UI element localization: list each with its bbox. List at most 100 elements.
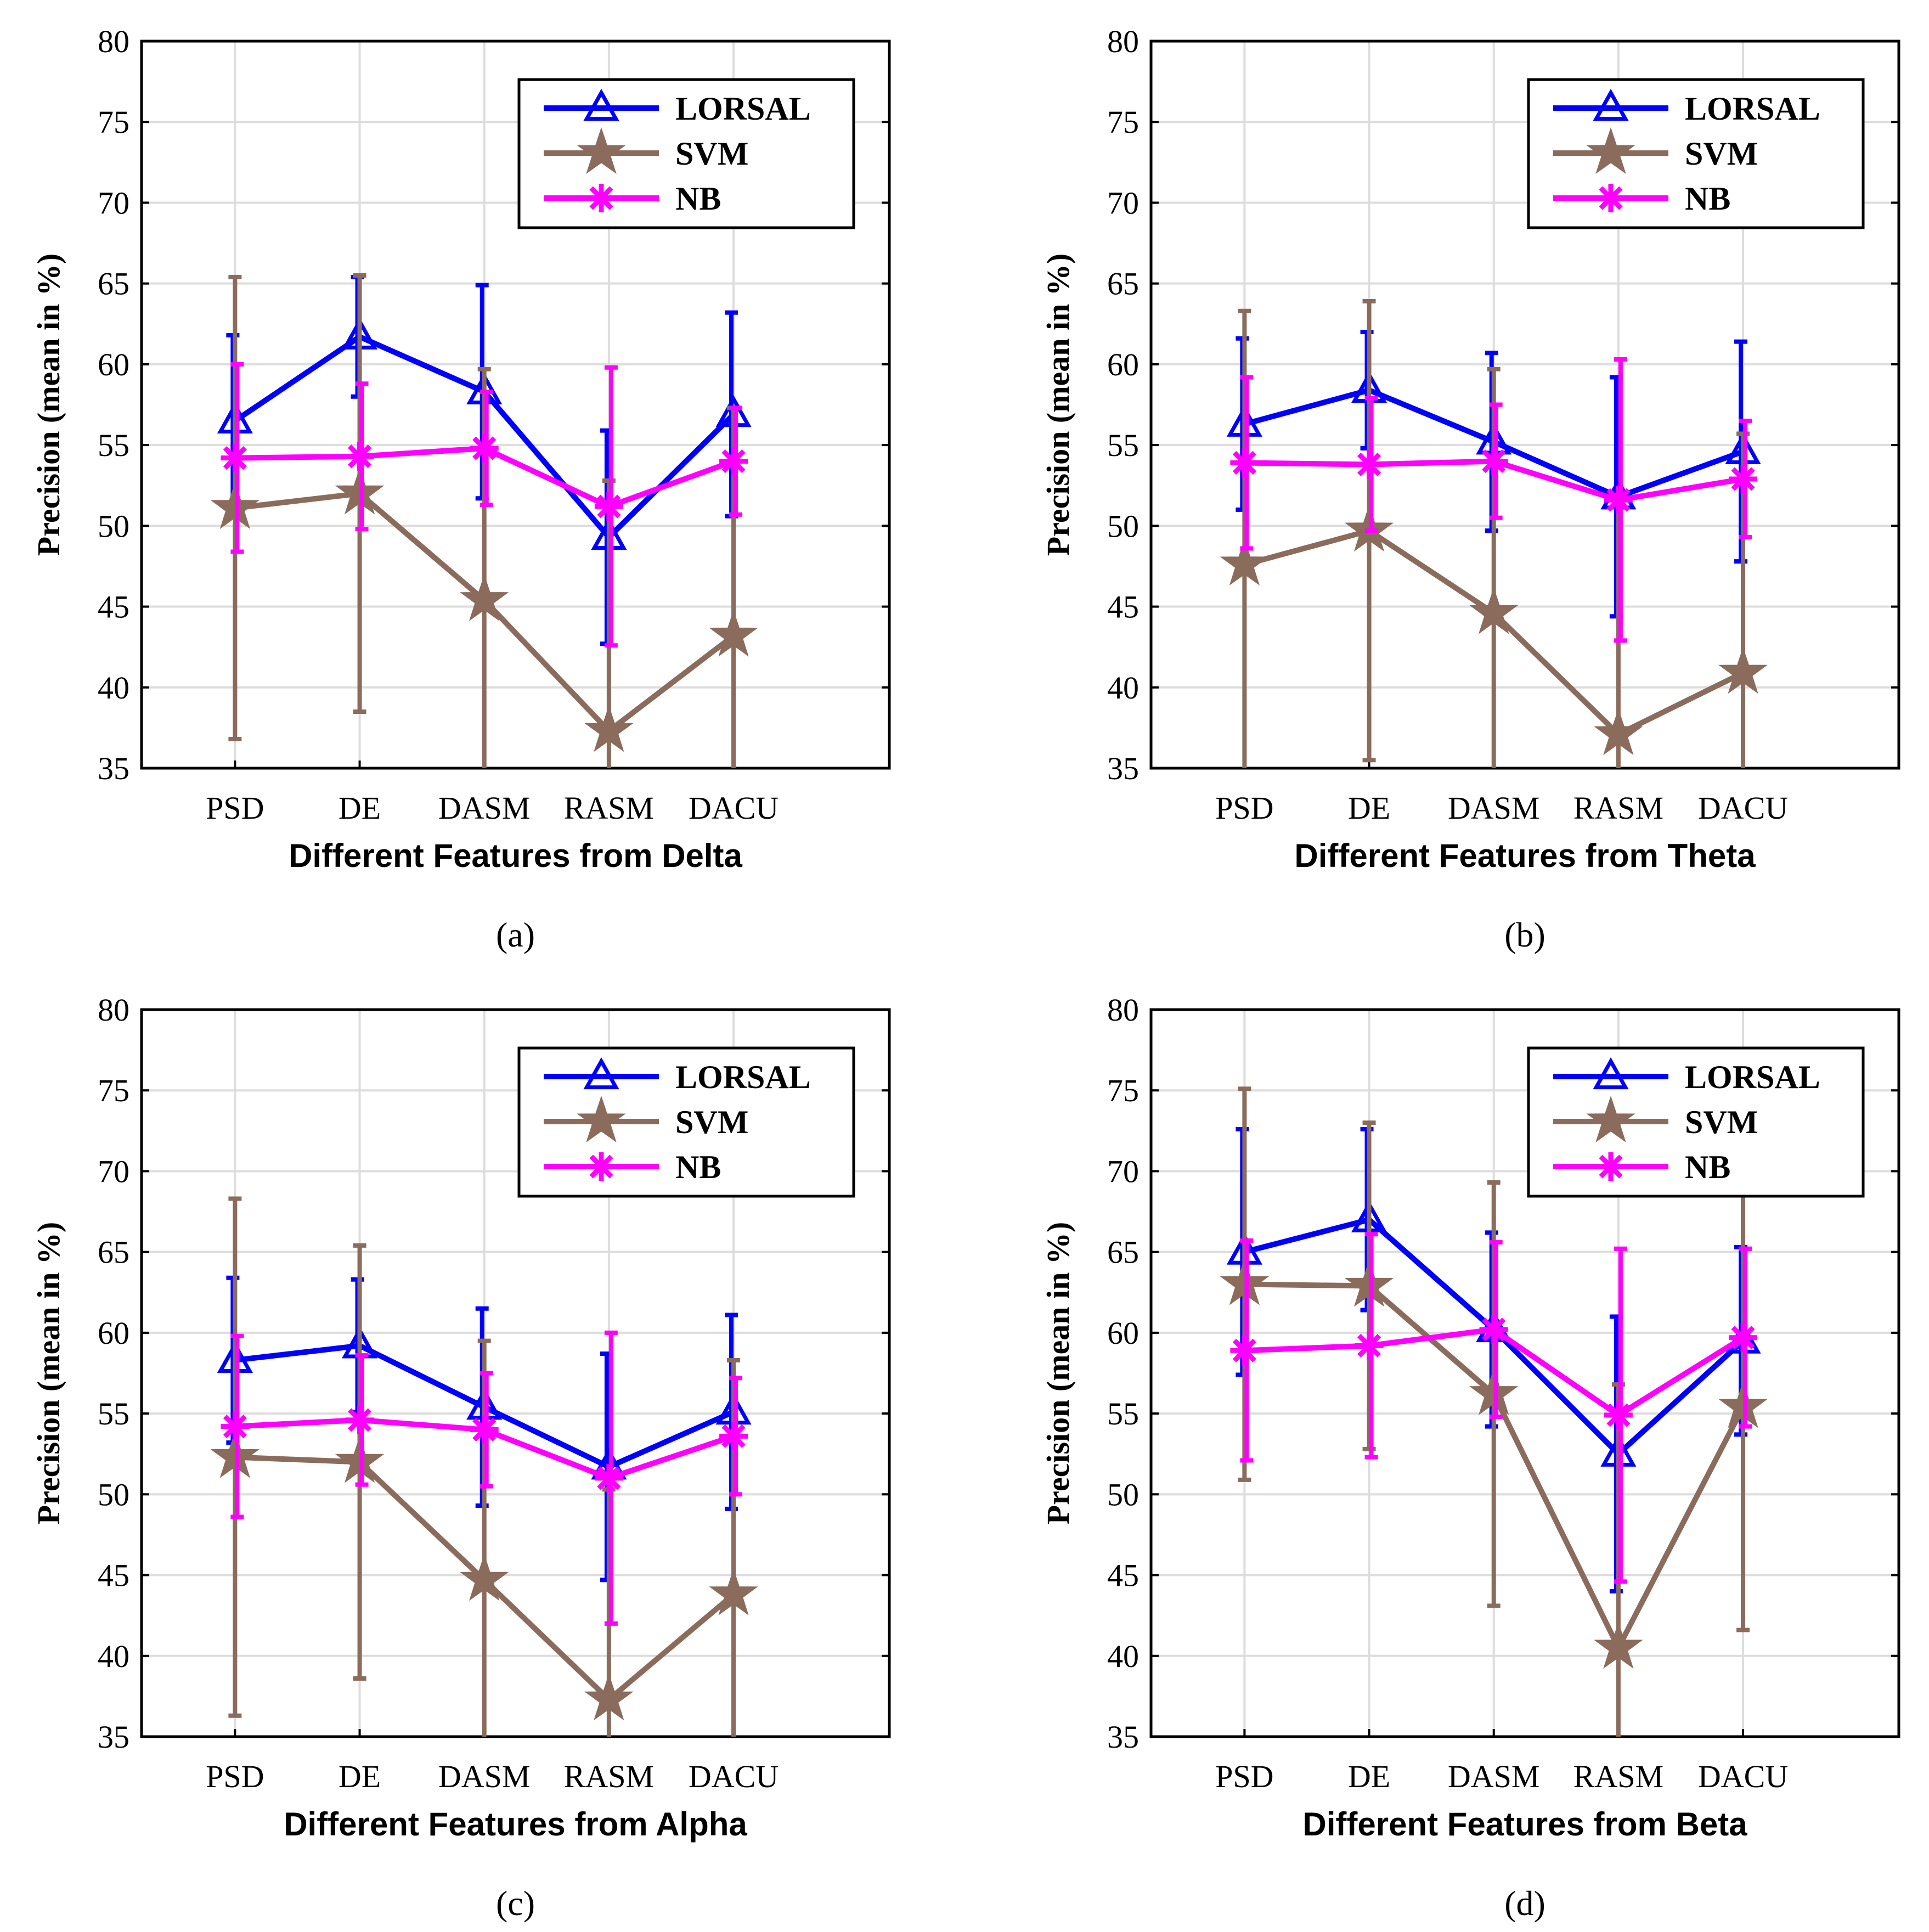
y-tick-label: 40 (98, 670, 129, 706)
data-point-marker (1479, 1315, 1508, 1344)
y-tick-label: 40 (98, 1638, 129, 1674)
x-tick-label: PSD (206, 790, 264, 826)
y-tick-label: 35 (98, 1719, 129, 1755)
panel-label: (c) (496, 1884, 535, 1923)
data-point-marker (594, 492, 623, 521)
chart-panel-0: 35 40 45 50 55 60 65 70 75 80 PSD DE DASM RASM DACU Dif… (31, 24, 891, 954)
legend-label: NB (1685, 181, 1730, 217)
axes-box (1149, 40, 1900, 770)
legend-marker (1597, 1152, 1625, 1181)
x-axis-label: Different Features from Alpha (284, 1806, 747, 1843)
y-tick-label: 35 (1107, 751, 1139, 786)
x-tick-label: DASM (1448, 790, 1540, 826)
data-point-marker (594, 1463, 623, 1492)
legend-marker (587, 184, 616, 212)
data-point-marker (345, 442, 374, 471)
data-point-marker (221, 443, 250, 472)
y-tick-label: 65 (98, 1235, 129, 1270)
y-tick-label: 45 (98, 1558, 129, 1593)
legend-marker (1597, 184, 1625, 212)
y-tick-label: 75 (98, 1073, 129, 1108)
legend-label: LORSAL (675, 91, 811, 127)
panel-label: (d) (1504, 1884, 1546, 1923)
legend-marker (577, 127, 626, 174)
y-axis-label: Precision (mean in %) (31, 254, 66, 556)
series-nb (1230, 1232, 1758, 1584)
x-tick-label: DE (1348, 790, 1390, 826)
legend: LORSAL SVM NB (517, 78, 855, 229)
data-point-marker (1718, 647, 1768, 694)
x-axis-label: Different Features from Beta (1302, 1806, 1747, 1843)
legend-marker (583, 88, 619, 121)
y-tick-label: 35 (1107, 1719, 1139, 1755)
y-axis-label: Precision (mean in %) (1040, 254, 1076, 556)
legend-marker (1593, 1057, 1629, 1090)
y-tick-label: 55 (1107, 427, 1139, 463)
legend-label: LORSAL (675, 1059, 811, 1095)
legend-label: NB (675, 181, 721, 217)
x-tick-label: DASM (438, 790, 531, 826)
y-tick-label: 55 (98, 1396, 129, 1432)
data-point-marker (1355, 450, 1384, 479)
data-point-marker (1594, 708, 1643, 756)
chart-panel-2: 35 40 45 50 55 60 65 70 75 80 PSD DE DASM RASM DACU Dif… (31, 992, 891, 1923)
x-tick-label: PSD (1215, 790, 1273, 826)
data-point-marker (345, 1405, 374, 1434)
legend-label: SVM (675, 1104, 748, 1140)
legend: LORSAL SVM NB (517, 1046, 855, 1198)
series-nb (221, 362, 748, 648)
data-point-marker (470, 434, 499, 463)
data-point-marker (459, 574, 509, 621)
y-tick-label: 70 (1107, 185, 1139, 221)
y-tick-label: 75 (1107, 104, 1139, 140)
data-point-marker (1479, 447, 1508, 476)
axes-box (1149, 1008, 1900, 1738)
x-axis-label: Different Features from Theta (1294, 837, 1756, 874)
y-tick-label: 60 (98, 347, 129, 382)
data-point-marker (719, 1422, 748, 1451)
x-tick-label: DASM (438, 1759, 531, 1794)
legend: LORSAL SVM NB (1527, 1046, 1865, 1198)
legend-marker (1593, 88, 1629, 121)
y-tick-label: 50 (1107, 508, 1139, 544)
series-nb (221, 1330, 748, 1626)
data-layer (210, 273, 758, 768)
data-point-marker (1729, 1323, 1758, 1352)
y-tick-label: 65 (98, 266, 129, 302)
y-tick-label: 80 (98, 992, 129, 1028)
data-layer (210, 1196, 758, 1737)
data-point-marker (1230, 1336, 1259, 1365)
y-tick-label: 35 (98, 751, 129, 786)
y-tick-label: 45 (1107, 589, 1139, 625)
legend-label: LORSAL (1685, 91, 1820, 127)
x-tick-label: PSD (206, 1759, 264, 1794)
legend-marker (587, 1152, 616, 1181)
y-tick-label: 45 (98, 589, 129, 625)
y-tick-label: 75 (1107, 1073, 1139, 1108)
y-tick-label: 75 (98, 104, 129, 140)
y-tick-label: 60 (1107, 347, 1139, 382)
y-tick-label: 65 (1107, 1235, 1139, 1270)
x-tick-label: DACU (689, 790, 779, 826)
x-tick-label: DACU (1698, 790, 1788, 826)
data-point-marker (1469, 587, 1519, 634)
data-point-marker (470, 1415, 499, 1444)
x-tick-label: RASM (564, 790, 654, 826)
y-tick-label: 50 (98, 508, 129, 544)
data-point-marker (1355, 1331, 1384, 1360)
y-tick-label: 40 (1107, 1638, 1139, 1674)
x-tick-label: DACU (689, 1759, 779, 1794)
x-tick-label: PSD (1215, 1759, 1273, 1794)
x-tick-label: RASM (564, 1759, 654, 1794)
data-point-marker (709, 1568, 758, 1615)
data-point-marker (1729, 464, 1758, 493)
x-axis-label: Different Features from Delta (289, 837, 742, 874)
y-tick-label: 50 (98, 1477, 129, 1512)
x-tick-label: DASM (1448, 1759, 1540, 1794)
data-point-marker (459, 1554, 509, 1601)
legend-marker (577, 1095, 626, 1143)
legend-label: NB (1685, 1149, 1730, 1185)
legend: LORSAL SVM NB (1527, 78, 1865, 229)
y-tick-label: 60 (1107, 1315, 1139, 1351)
